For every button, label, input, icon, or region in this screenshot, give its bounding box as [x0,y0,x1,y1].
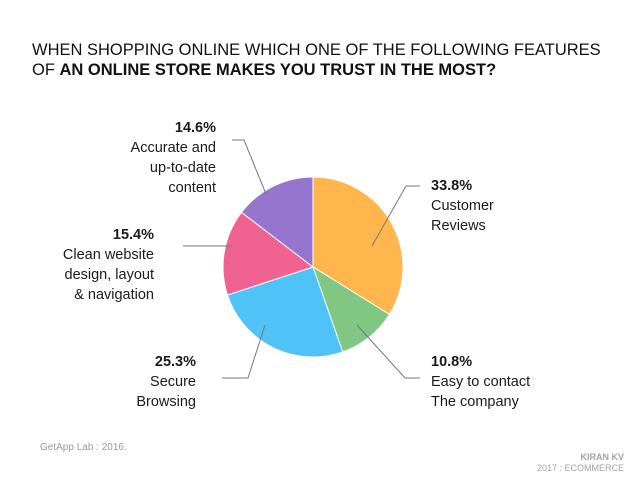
pct-secure-browsing: 25.3% [154,354,196,370]
label-secure-browsing: 25.3% Secure Browsing [136,352,196,412]
text-easy-contact-2: The company [431,394,519,410]
pct-easy-contact: 10.8% [431,354,473,370]
pie-slice-accurate-content [240,176,314,269]
label-clean-website: 15.4% Clean website design, layout & nav… [63,225,154,305]
pie-slice-secure-browsing [226,266,344,358]
pct-accurate-content: 14.6% [174,120,216,136]
leader-line-customer-reviews [371,185,420,247]
title-line-2-bold: AN ONLINE STORE MAKES YOU TRUST IN THE M… [59,61,497,79]
text-secure-browsing-1: Secure [150,374,196,390]
text-accurate-content-1: Accurate and [130,140,216,156]
label-easy-contact: 10.8% Easy to contact The company [431,352,530,412]
title-line-1: WHEN SHOPPING ONLINE WHICH ONE OF THE FO… [32,41,601,59]
brand-name: KIRAN KV [580,452,624,462]
title-line-2-prefix: OF [32,61,60,79]
chart-title: WHEN SHOPPING ONLINE WHICH ONE OF THE FO… [32,40,612,80]
leader-line-accurate-content [232,139,267,195]
text-clean-website-1: Clean website [62,247,154,263]
pct-customer-reviews: 33.8% [431,178,473,194]
pct-clean-website: 15.4% [112,227,154,243]
leader-line-easy-contact [356,324,420,379]
text-secure-browsing-2: Browsing [136,394,196,410]
label-customer-reviews: 33.8% Customer Reviews [431,176,494,236]
label-accurate-content: 14.6% Accurate and up-to-date content [131,118,216,198]
pie-slice-customer-reviews [312,176,404,316]
text-accurate-content-2: up-to-date [149,160,216,176]
title-line-2: OF AN ONLINE STORE MAKES YOU TRUST IN TH… [32,60,612,80]
text-clean-website-3: & navigation [74,287,154,303]
text-customer-reviews-2: Reviews [431,218,486,234]
text-accurate-content-3: content [168,180,216,196]
brand-sub: 2017 : ECOMMERCE [536,463,624,473]
text-clean-website-2: design, layout [64,267,154,283]
text-customer-reviews-1: Customer [431,198,494,214]
text-easy-contact-1: Easy to contact [431,374,531,390]
leader-line-secure-browsing [222,324,266,379]
pie-slice-clean-website [222,211,315,296]
source-note: GetApp Lab : 2016. [40,442,127,453]
brand-mark: KIRAN KV 2017 : ECOMMERCE [537,452,624,474]
